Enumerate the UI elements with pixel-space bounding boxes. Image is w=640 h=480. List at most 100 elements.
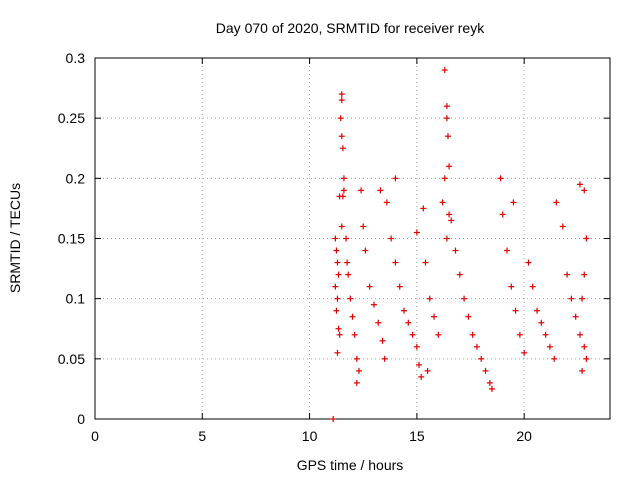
data-point (344, 259, 351, 266)
data-point (553, 199, 560, 206)
y-tick-label: 0.05 (58, 351, 85, 367)
data-point (418, 373, 425, 380)
data-point (461, 295, 468, 302)
y-tick-label: 0.25 (58, 110, 85, 126)
x-tick-label: 0 (91, 428, 99, 444)
data-point (396, 283, 403, 290)
data-point (360, 223, 367, 230)
data-point (441, 175, 448, 182)
data-point (559, 223, 566, 230)
data-point (338, 91, 345, 98)
data-point (330, 416, 337, 422)
data-point (337, 115, 344, 122)
data-point (583, 355, 590, 362)
data-point (579, 295, 586, 302)
data-point (332, 283, 339, 290)
data-point (358, 187, 365, 194)
data-point (401, 307, 407, 314)
data-point (422, 259, 429, 266)
data-point (340, 187, 347, 194)
data-point (424, 367, 431, 374)
data-point (564, 271, 571, 278)
data-point (370, 301, 377, 308)
data-point (338, 97, 345, 104)
data-point (583, 235, 590, 242)
data-point (473, 343, 480, 350)
x-tick-label: 20 (516, 428, 532, 444)
data-point (529, 283, 536, 290)
data-point (336, 331, 343, 338)
data-point (334, 259, 341, 266)
data-point (448, 217, 455, 224)
data-point (416, 361, 423, 368)
grid-lines (95, 58, 610, 419)
data-point (351, 331, 358, 338)
data-point (538, 319, 545, 326)
data-point (446, 163, 453, 170)
data-point (456, 271, 463, 278)
data-point (488, 385, 495, 392)
y-tick-label: 0.2 (66, 170, 86, 186)
data-point (366, 283, 373, 290)
data-point (353, 379, 360, 386)
data-point (516, 331, 523, 338)
axis-ticks (94, 57, 610, 420)
data-point (375, 319, 382, 326)
data-point (413, 229, 420, 236)
data-point (336, 193, 343, 200)
data-point (504, 247, 510, 254)
data-point (383, 199, 390, 206)
data-point (388, 235, 395, 242)
data-point (572, 313, 579, 320)
x-axis-label: GPS time / hours (297, 457, 404, 473)
data-point (349, 313, 356, 320)
data-point (486, 379, 493, 386)
data-point (525, 259, 532, 266)
data-point (497, 175, 504, 182)
data-point (355, 367, 362, 374)
y-tick-label: 0.15 (58, 231, 85, 247)
data-point (452, 247, 459, 254)
data-point (443, 115, 450, 122)
data-point (444, 133, 451, 140)
x-tick-labels: 0 5 10 15 20 (91, 428, 532, 444)
data-point (465, 313, 472, 320)
data-point (381, 355, 388, 362)
data-point (576, 331, 583, 338)
x-tick-label: 15 (409, 428, 425, 444)
data-point (413, 343, 420, 350)
data-point (409, 331, 416, 338)
data-point (333, 307, 340, 314)
data-point (441, 67, 448, 74)
data-point (482, 367, 489, 374)
data-point (333, 247, 340, 254)
data-point (551, 355, 558, 362)
x-tick-label: 10 (302, 428, 318, 444)
data-point (405, 319, 412, 326)
y-axis-label: SRMTID / TECUs (7, 183, 23, 293)
data-point (392, 259, 399, 266)
data-point (446, 211, 453, 218)
data-point (510, 199, 517, 206)
x-tick-label: 5 (198, 428, 206, 444)
data-point (339, 145, 346, 152)
y-tick-label: 0.3 (66, 50, 86, 66)
data-point (439, 199, 446, 206)
data-point (469, 331, 476, 338)
data-point (521, 349, 528, 356)
data-point (379, 337, 386, 344)
data-point (420, 205, 427, 212)
data-point (343, 235, 350, 242)
data-point (353, 355, 360, 362)
data-point (338, 223, 345, 230)
y-tick-label: 0.1 (66, 291, 86, 307)
data-point (568, 295, 575, 302)
data-point (542, 331, 549, 338)
data-point (338, 133, 345, 140)
data-point (332, 235, 339, 242)
data-point (512, 307, 519, 314)
data-point (392, 175, 399, 182)
data-point (478, 355, 485, 362)
data-point (546, 343, 553, 350)
data-point (435, 331, 442, 338)
